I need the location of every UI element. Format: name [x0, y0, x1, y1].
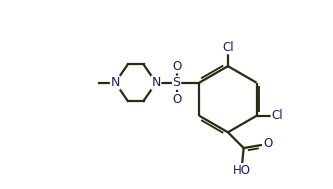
Text: S: S — [172, 76, 180, 89]
Text: HO: HO — [233, 164, 251, 177]
Text: Cl: Cl — [222, 41, 234, 54]
Text: O: O — [172, 93, 181, 106]
Text: N: N — [111, 76, 120, 89]
Text: N: N — [152, 76, 161, 89]
Text: O: O — [263, 137, 272, 150]
Text: O: O — [172, 60, 181, 73]
Text: Cl: Cl — [271, 109, 283, 122]
